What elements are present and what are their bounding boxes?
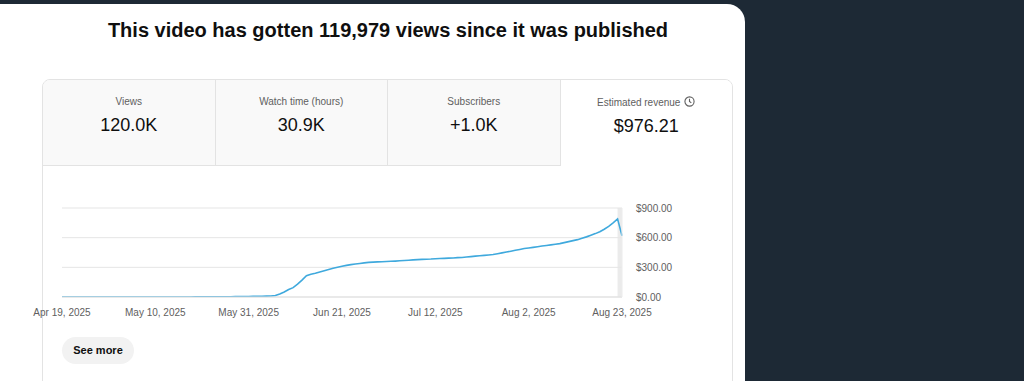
html-text:Views: Views <box>115 96 142 107</box>
html-text:30.9K: 30.9K <box>277 115 325 135</box>
svg-text:May 10, 2025: May 10, 2025 <box>125 307 186 318</box>
svg-text:$0.00: $0.00 <box>636 292 661 303</box>
html-text:+1.0K: +1.0K <box>450 115 498 135</box>
html-text:Watch time (hours): Watch time (hours) <box>259 96 344 107</box>
svg-text:Jul 12, 2025: Jul 12, 2025 <box>408 307 463 318</box>
svg-text:$900.00: $900.00 <box>636 203 673 214</box>
html-text:See more: See more <box>73 344 123 356</box>
html-text:Estimated revenue: Estimated revenue <box>597 97 681 108</box>
svg-text:Apr 19, 2025: Apr 19, 2025 <box>33 307 91 318</box>
svg-text:Aug 2, 2025: Aug 2, 2025 <box>502 307 556 318</box>
svg-text:$300.00: $300.00 <box>636 262 673 273</box>
svg-text:$600.00: $600.00 <box>636 232 673 243</box>
html-text:120.0K: 120.0K <box>100 115 158 135</box>
html-text:This video has gotten 119,979: This video has gotten 119,979 views sinc… <box>107 19 669 41</box>
svg-text:Aug 23, 2025: Aug 23, 2025 <box>592 307 652 318</box>
svg-text:Jun 21, 2025: Jun 21, 2025 <box>313 307 371 318</box>
svg-text:May 31, 2025: May 31, 2025 <box>218 307 279 318</box>
html-text:$976.21: $976.21 <box>613 116 679 136</box>
html-text:Subscribers: Subscribers <box>447 96 501 107</box>
